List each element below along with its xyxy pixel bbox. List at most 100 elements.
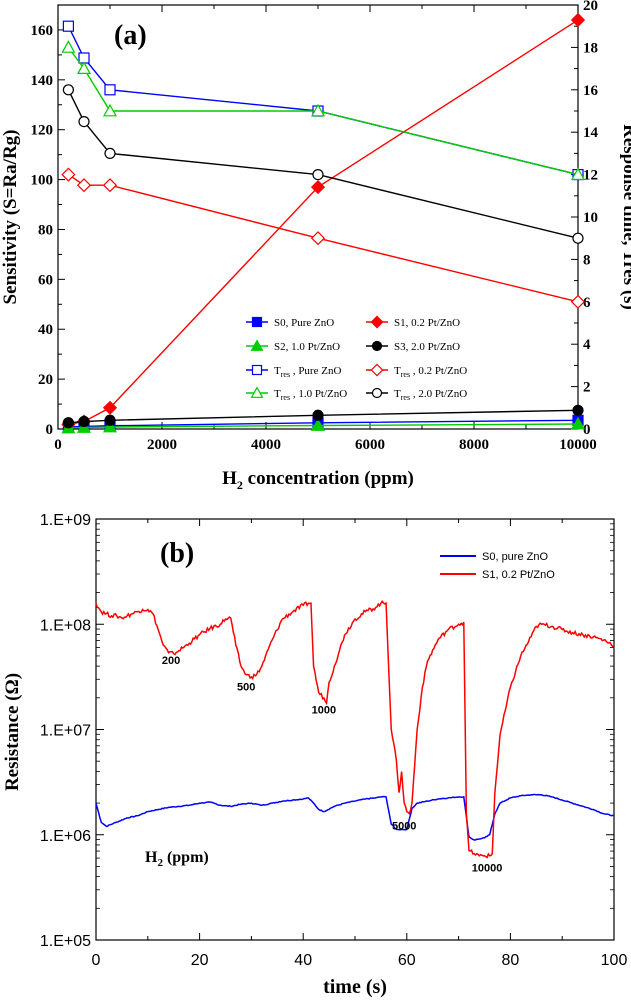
b-ytick-label: 1.E+05 bbox=[40, 933, 91, 950]
b-xtick-label: 0 bbox=[92, 952, 101, 969]
a-data-point bbox=[104, 147, 116, 159]
a-data-point bbox=[312, 409, 324, 421]
a-legend-marker bbox=[251, 316, 263, 328]
b-concentration-annotation: 500 bbox=[237, 682, 255, 694]
a-data-point bbox=[104, 414, 116, 426]
panel-b-plot-frame bbox=[95, 518, 615, 941]
a-legend-marker bbox=[371, 387, 383, 399]
a-data-point bbox=[570, 416, 586, 430]
b-xtick-label: 80 bbox=[502, 952, 520, 969]
a-xtick-label: 6000 bbox=[355, 437, 385, 453]
b-legend-label: S0, pure ZnO bbox=[482, 551, 548, 563]
a-legend-marker bbox=[250, 386, 264, 398]
a-data-point bbox=[570, 294, 586, 309]
a-data-point bbox=[102, 400, 118, 415]
a-ytick-right-label: 20 bbox=[583, 0, 598, 14]
a-data-point bbox=[104, 84, 116, 96]
a-legend-label: S3, 2.0 Pt/ZnO bbox=[394, 341, 460, 353]
a-ytick-left-label: 20 bbox=[38, 372, 53, 388]
a-data-point bbox=[61, 40, 76, 53]
a-ytick-left-label: 160 bbox=[31, 23, 54, 39]
a-ytick-left-label: 60 bbox=[38, 272, 53, 288]
a-legend-label: Tres , 2.0 Pt/ZnO bbox=[394, 388, 467, 402]
a-ytick-right-label: 14 bbox=[583, 125, 599, 141]
a-xtick-label: 10000 bbox=[559, 437, 597, 453]
b-concentration-annotation: 10000 bbox=[472, 863, 503, 875]
a-legend-marker bbox=[250, 339, 264, 351]
b-ytick-label: 1.E+06 bbox=[40, 828, 91, 845]
panel-b-label: (b) bbox=[160, 538, 194, 569]
a-xtick-label: 8000 bbox=[459, 437, 489, 453]
a-legend-label: Tres , 1.0 Pt/ZnO bbox=[274, 388, 347, 402]
a-ytick-right-label: 18 bbox=[583, 40, 598, 56]
a-legend-marker bbox=[371, 340, 383, 352]
a-data-point bbox=[570, 167, 586, 180]
a-series-3 bbox=[62, 404, 584, 429]
b-ytick-label: 1.E+09 bbox=[40, 512, 91, 529]
panel-b-xlabel: time (s) bbox=[323, 976, 387, 998]
a-data-point bbox=[62, 20, 75, 32]
b-xtick-label: 40 bbox=[294, 952, 312, 969]
panel-a-xlabel: H2 concentration (ppm) bbox=[222, 468, 414, 492]
a-legend-marker bbox=[370, 363, 384, 377]
a-ytick-right-label: 12 bbox=[583, 168, 598, 184]
panel-b: 0 20 40 60 80 100 1.E+05 1.E+06 1.E+07 1.E+08 1.E+… bbox=[2, 512, 627, 998]
a-data-point bbox=[78, 115, 90, 128]
a-ytick-right-label: 4 bbox=[583, 337, 591, 353]
a-ytick-right-label: 2 bbox=[583, 380, 591, 396]
b-ytick-label: 1.E+07 bbox=[40, 723, 91, 740]
a-legend-label: S2, 1.0 Pt/ZnO bbox=[274, 341, 340, 353]
a-ytick-right-label: 6 bbox=[583, 295, 591, 311]
a-legend-label: S1, 0.2 Pt/ZnO bbox=[394, 317, 460, 329]
a-data-point bbox=[78, 415, 90, 428]
b-series-1-line bbox=[95, 600, 615, 859]
panel-a-ylabel-right: Response time, Tres (s) bbox=[619, 124, 631, 310]
b-xtick-label: 60 bbox=[398, 952, 416, 969]
panel-b-legend: S0, pure ZnO S1, 0.2 Pt/ZnO bbox=[440, 551, 555, 581]
panel-a: 0 2000 4000 6000 8000 10000020406080100120140… bbox=[0, 0, 631, 492]
a-series-line bbox=[68, 19, 579, 426]
a-ytick-right-label: 0 bbox=[583, 422, 591, 438]
b-xtick-label: 100 bbox=[601, 952, 628, 969]
a-series-5 bbox=[61, 167, 586, 309]
a-data-point bbox=[62, 84, 75, 96]
b-series-0-line bbox=[95, 793, 615, 841]
panel-b-inline-label: H2 (ppm) bbox=[145, 849, 209, 869]
a-xtick-label: 2000 bbox=[147, 437, 177, 453]
a-ytick-right-label: 16 bbox=[583, 83, 599, 99]
b-legend-label: S1, 0.2 Pt/ZnO bbox=[482, 569, 555, 581]
a-ytick-left-label: 140 bbox=[31, 73, 54, 89]
a-series-7 bbox=[62, 84, 584, 244]
a-legend-label: Tres , 0.2 Pt/ZnO bbox=[394, 365, 467, 379]
a-data-point bbox=[312, 169, 324, 181]
a-series-6 bbox=[61, 40, 586, 180]
a-data-point bbox=[310, 418, 326, 431]
a-xtick-label: 4000 bbox=[251, 437, 281, 453]
a-ytick-left-label: 100 bbox=[31, 173, 54, 189]
a-data-point bbox=[76, 178, 92, 193]
b-concentration-annotation: 200 bbox=[162, 655, 180, 667]
a-ytick-left-label: 80 bbox=[38, 222, 53, 238]
a-data-point bbox=[61, 167, 76, 182]
a-data-point bbox=[310, 103, 326, 117]
a-data-point bbox=[102, 178, 118, 193]
b-ytick-label: 1.E+08 bbox=[40, 617, 91, 634]
a-data-point bbox=[572, 404, 584, 416]
panel-a-ylabel-left: Sensitivity (S=Ra/Rg) bbox=[0, 130, 21, 305]
a-legend-label: S0, Pure ZnO bbox=[274, 317, 334, 329]
a-ytick-left-label: 0 bbox=[46, 422, 54, 438]
a-data-point bbox=[102, 103, 118, 117]
a-legend-marker bbox=[251, 364, 263, 376]
a-data-point bbox=[102, 419, 118, 433]
a-data-point bbox=[570, 12, 586, 28]
a-data-point bbox=[310, 231, 326, 246]
b-concentration-annotation: 5000 bbox=[392, 820, 416, 832]
a-xtick-label: 0 bbox=[54, 437, 62, 453]
panel-a-legend: S0, Pure ZnO S1, 0.2 Pt/ZnO S2, 1.0 Pt/ZnO… bbox=[246, 315, 467, 402]
panel-b-ylabel: Resistance (Ω) bbox=[2, 673, 23, 791]
a-data-point bbox=[310, 179, 326, 195]
a-legend-marker bbox=[370, 315, 384, 329]
a-data-point bbox=[572, 232, 584, 244]
a-ytick-right-label: 10 bbox=[583, 210, 598, 226]
